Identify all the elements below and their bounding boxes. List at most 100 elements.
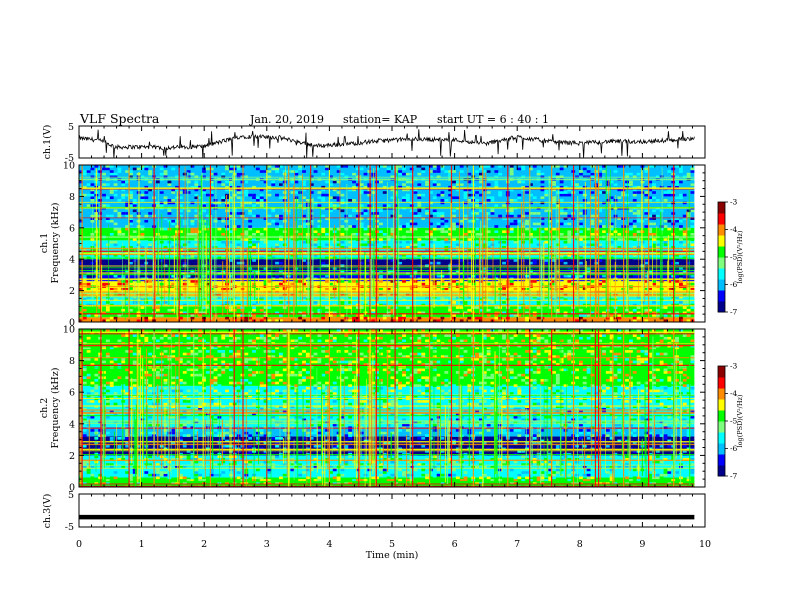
spectrogram-cell <box>486 308 491 312</box>
spectrogram-cell <box>648 288 653 291</box>
spectrogram-cell <box>132 167 137 171</box>
spectrogram-cell <box>463 201 468 205</box>
spectrogram-cell <box>652 301 656 304</box>
spectrogram-cell <box>352 188 356 192</box>
ch1-waveform-frame <box>78 125 706 159</box>
spectrogram-cell <box>182 476 187 480</box>
spectrogram-cell <box>467 188 472 192</box>
spectrogram-cell <box>155 201 160 205</box>
spectrogram-cell <box>675 311 679 315</box>
spectrogram-cell <box>659 261 664 265</box>
spectrogram-cell <box>629 214 633 218</box>
spectrogram-cell <box>194 185 199 189</box>
spectrogram-cell <box>155 347 160 351</box>
spectrogram-cell <box>105 217 110 220</box>
spectrogram-cell <box>375 282 379 286</box>
spectrogram-cell <box>175 400 179 403</box>
spectrogram-cell <box>163 165 168 168</box>
spectrogram-cell <box>413 199 418 202</box>
spectrogram-cell <box>509 230 514 234</box>
spectrogram-cell <box>382 191 387 194</box>
spectrogram-cell <box>386 311 391 315</box>
spectrogram-cell <box>405 261 410 265</box>
spectrogram-cell <box>102 384 106 387</box>
spectrogram-cell <box>340 219 345 223</box>
spectrogram-cell <box>190 350 195 353</box>
spectrogram-cell <box>648 217 653 220</box>
spectrogram-cell <box>186 254 191 257</box>
spectrogram-cell <box>302 170 306 173</box>
spectrogram-cell <box>359 191 364 194</box>
spectrogram-cell <box>532 212 537 215</box>
spectrogram-cell <box>125 442 130 445</box>
spectrogram-cell <box>440 167 445 171</box>
spectrogram-cell <box>171 389 176 393</box>
spectrogram-cell <box>452 209 456 213</box>
spectrogram-cell <box>129 201 133 205</box>
spectrogram-cell <box>398 316 403 320</box>
spectrogram-cell <box>359 212 364 215</box>
spectrogram-cell <box>575 227 579 231</box>
spectrogram-cell <box>248 193 253 197</box>
spectrogram-cell <box>175 431 179 435</box>
spectrogram-cell <box>532 185 537 189</box>
spectrogram-cell <box>82 267 87 270</box>
spectrogram-cell <box>209 319 214 323</box>
spectrogram-cell <box>502 172 506 176</box>
spectrogram-cell <box>179 191 183 194</box>
spectrogram-cell <box>529 282 533 286</box>
spectrogram-cell <box>179 222 183 226</box>
spectrogram-cell <box>121 261 126 265</box>
spectrogram-cell <box>579 212 583 215</box>
spectrogram-cell <box>632 233 637 236</box>
spectrogram-cell <box>690 274 695 278</box>
spectrogram-cell <box>259 246 264 249</box>
spectrogram-cell <box>148 460 153 464</box>
spectrogram-cell <box>340 165 345 168</box>
spectrogram-cell <box>125 334 130 337</box>
spectrogram-cell <box>109 298 114 302</box>
spectrogram-cell <box>163 473 168 477</box>
spectrogram-cell <box>117 363 122 366</box>
spectrogram-cell <box>652 280 656 283</box>
spectrogram-cell <box>367 183 372 186</box>
spectrogram-cell <box>686 227 691 231</box>
spectrogram-cell <box>317 308 322 312</box>
spectrogram-cell <box>121 254 126 257</box>
spectrogram-cell <box>455 282 460 286</box>
spectrogram-cell <box>121 301 126 304</box>
spectrogram-cell <box>105 183 110 186</box>
spectrogram-cell <box>109 381 114 385</box>
spectrogram-cell <box>440 193 445 197</box>
spectrogram-cell <box>617 314 622 317</box>
spectrogram-cell <box>544 267 549 270</box>
spectrogram-cell <box>225 316 229 320</box>
spectrogram-cell <box>648 233 653 236</box>
spectrogram-cell <box>198 191 203 194</box>
spectrogram-cell <box>255 282 260 286</box>
spectrogram-cell <box>105 415 110 419</box>
spectrogram-cell <box>602 201 606 205</box>
spectrogram-cell <box>186 471 191 474</box>
spectrogram-cell <box>217 227 222 231</box>
spectrogram-cell <box>455 214 460 218</box>
spectrogram-cell <box>425 306 429 309</box>
spectrogram-cell <box>136 392 141 395</box>
spectrogram-cell <box>171 274 176 278</box>
spectrogram-cell <box>425 259 429 262</box>
spectrogram-cell <box>579 230 583 234</box>
colorbar-segment <box>718 268 725 280</box>
spectrogram-cell <box>429 225 433 228</box>
spectrogram-cell <box>109 437 114 440</box>
spectrogram-cell <box>425 230 429 234</box>
spectrogram-cell <box>309 261 314 265</box>
spectrogram-cell <box>625 196 629 200</box>
spectrogram-cell <box>186 392 191 395</box>
spectrogram-cell <box>263 227 268 231</box>
spectrogram-cell <box>194 191 199 194</box>
spectrogram-cell <box>352 267 356 270</box>
spectrogram-cell <box>175 429 179 432</box>
spectrogram-cell <box>459 319 464 323</box>
spectrogram-cell <box>344 201 349 205</box>
spectrogram-cell <box>575 254 579 257</box>
